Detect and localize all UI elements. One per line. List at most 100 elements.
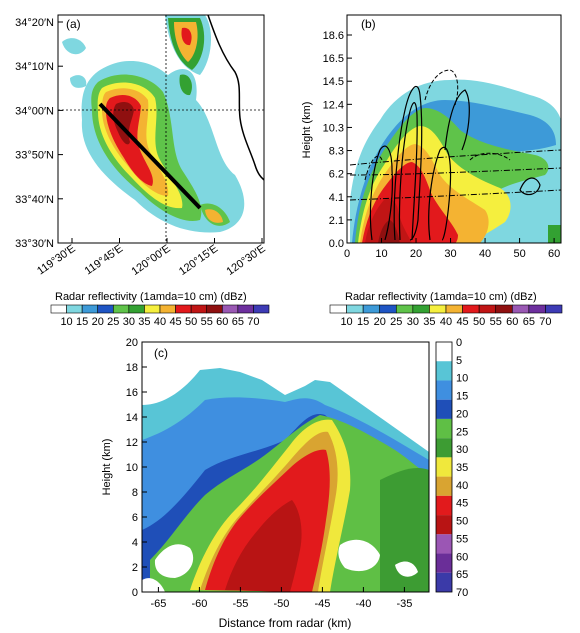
panel-c-colorbar-swatch bbox=[436, 572, 452, 592]
panel-c-colorbar-frame bbox=[435, 341, 453, 593]
colorbar-swatch bbox=[237, 304, 254, 314]
colorbar-tick-label: 50 bbox=[185, 316, 197, 328]
panel-b-colorbar: 10 15 20 25 30 35 40 45 50 55 60 65 70 bbox=[329, 304, 563, 328]
panel-c-colorbar-swatch bbox=[436, 534, 452, 554]
colorbar-swatch bbox=[545, 304, 563, 314]
panel-b-y-axis: 18.6 16.5 14.5 12.4 10.3 8.3 6.2 4.1 2.1 0.0 bbox=[323, 30, 352, 250]
panel-c-colorbar-swatch bbox=[436, 342, 452, 362]
panel-c-colorbar-swatch bbox=[436, 457, 452, 477]
colorbar-swatch bbox=[528, 304, 546, 314]
panel-c-y-tick-label: 4 bbox=[132, 537, 138, 549]
panel-b-y-tick-label: 4.1 bbox=[329, 192, 344, 204]
panel-c-y-tick-label: 2 bbox=[132, 562, 138, 574]
colorbar-tick-label: 50 bbox=[473, 316, 485, 328]
colorbar-swatch bbox=[429, 304, 447, 314]
colorbar-tick-label: 10 bbox=[340, 316, 352, 328]
panel-b-x-tick-label: 30 bbox=[444, 248, 456, 260]
colorbar-tick-label: 65 bbox=[232, 316, 244, 328]
panel-c-colorbar-tick-label: 50 bbox=[456, 516, 468, 528]
panel-c-colorbar: 0 5 10 15 20 25 30 35 40 45 50 55 60 65 70 bbox=[435, 337, 468, 599]
colorbar-tick-label: 40 bbox=[154, 316, 166, 328]
colorbar-swatch bbox=[175, 304, 192, 314]
panel-c-y-tick-label: 14 bbox=[126, 412, 138, 424]
panel-b-y-tick-label: 18.6 bbox=[323, 30, 344, 42]
panel-c-x-tick-label: -65 bbox=[150, 598, 166, 610]
panel-c-colorbar-tick-label: 55 bbox=[456, 533, 468, 545]
colorbar-swatch bbox=[66, 304, 83, 314]
colorbar-swatch bbox=[462, 304, 480, 314]
panel-a-colorbar: 10 15 20 25 30 35 40 45 50 55 60 65 70 bbox=[50, 304, 270, 328]
panel-b-dashdot-contours bbox=[349, 149, 562, 201]
panel-a: (a) 34°20′N34°10′N34°00′N33°50′N33°40′N3… bbox=[15, 14, 270, 328]
colorbar-swatch bbox=[346, 304, 364, 314]
panel-b-x-tick-label: 60 bbox=[548, 248, 560, 260]
panel-c-colorbar-tick-label: 60 bbox=[456, 551, 468, 563]
panel-c-colorbar-tick-label: 45 bbox=[456, 498, 468, 510]
panel-c-y-axis: 0 2 4 6 8 10 12 14 16 18 20 bbox=[126, 337, 147, 599]
colorbar-tick-label: 65 bbox=[523, 316, 535, 328]
panel-c-colorbar-swatch bbox=[436, 399, 452, 419]
panel-b-x-tick-label: 50 bbox=[513, 248, 525, 260]
panel-b-y-tick-label: 14.5 bbox=[323, 76, 344, 88]
panel-c-y-tick-label: 6 bbox=[132, 512, 138, 524]
panel-b-y-tick-label: 6.2 bbox=[329, 169, 344, 181]
panel-c-x-tick-label: -50 bbox=[273, 598, 289, 610]
panel-b: (b) Height (km) 18.6 16.5 14.5 12.4 10.3 8.3 6… bbox=[301, 14, 563, 328]
panel-a-lat-tick-label: 33°50′N bbox=[15, 150, 54, 162]
colorbar-swatch bbox=[159, 304, 176, 314]
panel-b-x-tick-label: 20 bbox=[410, 248, 422, 260]
colorbar-tick-label: 45 bbox=[456, 316, 468, 328]
colorbar-tick-label: 25 bbox=[390, 316, 402, 328]
panel-c-y-tick-label: 12 bbox=[126, 437, 138, 449]
panel-a-lat-axis: 34°20′N 34°10′N 34°00′N 33°50′N 33°40′N 33°30… bbox=[15, 17, 63, 250]
panel-b-y-tick-label: 16.5 bbox=[323, 53, 344, 65]
panel-b-x-axis: 0 10 20 30 40 50 60 bbox=[344, 238, 560, 260]
panel-a-colorbar-title: Radar reflectivity (1amda=10 cm) (dBz) bbox=[55, 291, 247, 303]
panel-a-frame bbox=[57, 14, 265, 244]
panel-c-colorbar-tick-label: 15 bbox=[456, 391, 468, 403]
panel-b-x-tick-label: 10 bbox=[375, 248, 387, 260]
colorbar-tick-label: 40 bbox=[440, 316, 452, 328]
panel-b-x-tick-label: 40 bbox=[479, 248, 491, 260]
colorbar-swatch bbox=[206, 304, 223, 314]
panel-c-colorbar-tick-label: 25 bbox=[456, 426, 468, 438]
panel-c-x-tick-label: -45 bbox=[314, 598, 330, 610]
panel-a-lon-axis: 119°30′E 119°45′E 120°00′E 120°15′E 120°30′E bbox=[35, 238, 268, 278]
colorbar-swatch bbox=[495, 304, 513, 314]
colorbar-swatch bbox=[379, 304, 397, 314]
colorbar-tick-label: 30 bbox=[123, 316, 135, 328]
panel-a-lon-tick-label: 120°00′E bbox=[129, 243, 172, 278]
panel-a-coastline bbox=[207, 14, 265, 181]
colorbar-tick-label: 35 bbox=[138, 316, 150, 328]
panel-c-colorbar-tick-label: 35 bbox=[456, 462, 468, 474]
panel-a-lon-tick-label: 120°15′E bbox=[177, 243, 220, 278]
colorbar-tick-label: 60 bbox=[216, 316, 228, 328]
panel-c-colorbar-swatch bbox=[436, 495, 452, 516]
panel-a-lat-tick-label: 34°00′N bbox=[15, 105, 54, 117]
panel-c-colorbar-swatch bbox=[436, 418, 452, 439]
panel-b-y-tick-label: 8.3 bbox=[329, 146, 344, 158]
panel-c-label: (c) bbox=[154, 346, 168, 360]
colorbar-tick-label: 20 bbox=[92, 316, 104, 328]
panel-b-dashed-contours bbox=[364, 69, 511, 181]
panel-b-ylabel: Height (km) bbox=[301, 102, 313, 159]
colorbar-tick-label: 30 bbox=[407, 316, 419, 328]
colorbar-swatch bbox=[221, 304, 239, 314]
panel-c-colorbar-tick-label: 5 bbox=[456, 355, 462, 367]
panel-c-colorbar-tick-label: 0 bbox=[456, 337, 462, 349]
panel-a-lat-tick-label: 33°30′N bbox=[15, 238, 54, 250]
colorbar-swatch bbox=[144, 304, 161, 314]
colorbar-swatch bbox=[412, 304, 430, 314]
panel-c-y-tick-label: 20 bbox=[126, 337, 138, 349]
colorbar-tick-label: 55 bbox=[490, 316, 502, 328]
panel-b-y-tick-label: 0.0 bbox=[329, 238, 344, 250]
panel-c-reflectivity-field bbox=[142, 368, 429, 592]
panel-c-ylabel: Height (km) bbox=[101, 439, 113, 496]
panel-c-colorbar-tick-label: 70 bbox=[456, 587, 468, 599]
panel-a-lat-tick-label: 34°20′N bbox=[15, 17, 54, 29]
panel-a-cross-section-line bbox=[98, 102, 202, 210]
panel-c-colorbar-tick-label: 10 bbox=[456, 373, 468, 385]
panel-c-y-tick-label: 10 bbox=[126, 462, 138, 474]
panel-c-x-axis: -65 -60 -55 -50 -45 -40 -35 bbox=[150, 587, 412, 610]
